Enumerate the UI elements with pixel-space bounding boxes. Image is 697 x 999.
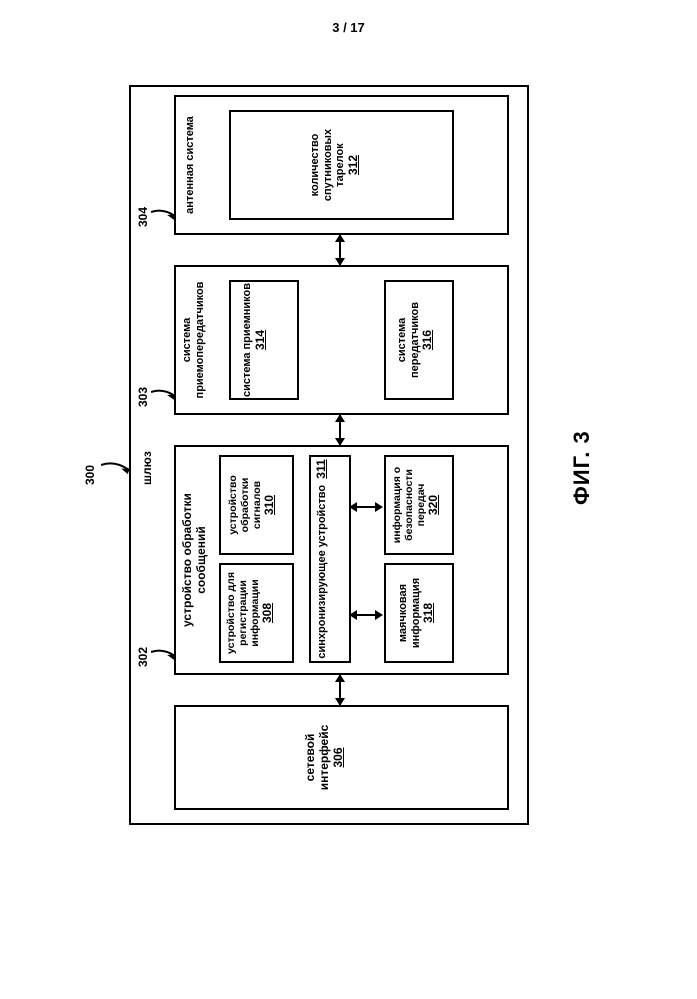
ref-signal-proc: 310: [262, 495, 276, 515]
arrow-net-msg: [339, 675, 341, 705]
label-sync: синхронизирующее устройство 311: [315, 458, 329, 660]
ref-registration: 308: [260, 603, 274, 623]
text-registration: устройство для регистрации информации: [225, 572, 261, 654]
leader-300: [101, 445, 129, 475]
ref-transceiver: 303: [137, 387, 151, 407]
box-transceiver: [174, 265, 509, 415]
label-transceiver: система приемопередатчиков: [181, 270, 206, 410]
ref-network-interface: 306: [330, 747, 344, 767]
label-security: информация о безопасности передач 320: [391, 458, 441, 552]
page-number: 3 / 17: [20, 20, 677, 35]
label-transmitter: система передатчиков 316: [396, 283, 435, 397]
text-receiver: система приемников: [241, 283, 253, 397]
ref-message-processor: 302: [137, 647, 151, 667]
ref-antenna: 304: [137, 207, 151, 227]
label-message-processor: устройство обработки сообщений: [181, 490, 209, 630]
label-gateway: шлюз: [141, 451, 155, 485]
text-transmitter: система передатчиков: [396, 302, 421, 378]
ref-dishes: 312: [345, 155, 359, 175]
label-signal-proc: устройство обработки сигналов 310: [227, 458, 277, 552]
arrow-sync-beacon-up: [349, 610, 357, 620]
rotated-diagram: 300 шлюз сетевой интерфейс 306 устройств…: [29, 65, 669, 885]
ref-receiver: 314: [252, 330, 266, 350]
text-security: информация о безопасности передач: [391, 467, 427, 543]
leader-302: [151, 642, 180, 660]
label-receiver: система приемников 314: [241, 283, 267, 397]
ref-sync: 311: [314, 459, 328, 478]
text-beacon: маячковая информация: [397, 578, 422, 648]
text-dishes: количество спутниковых тарелок: [309, 129, 346, 201]
text-signal-proc: устройство обработки сигналов: [227, 475, 263, 535]
label-dishes: количество спутниковых тарелок 312: [309, 113, 361, 217]
leader-304: [151, 202, 180, 220]
arrow-trx-ant: [339, 235, 341, 265]
arrow-sync-beacon-down: [375, 610, 383, 620]
arrow-sync-sec-up: [349, 502, 357, 512]
text-network-interface: сетевой интерфейс: [303, 725, 331, 791]
arrow-sync-sec-down: [375, 502, 383, 512]
label-registration: устройство для регистрации информации 30…: [225, 566, 275, 660]
ref-beacon: 318: [421, 603, 435, 623]
label-beacon: маячковая информация 318: [397, 566, 436, 660]
text-sync: синхронизирующее устройство: [316, 485, 328, 659]
ref-gateway: 300: [84, 465, 98, 485]
label-antenna: антенная система: [184, 100, 197, 230]
leader-303: [151, 382, 180, 400]
label-network-interface: сетевой интерфейс 306: [304, 720, 345, 795]
ref-transmitter: 316: [420, 330, 434, 350]
figure-caption: ФИГ. 3: [569, 430, 595, 505]
ref-security: 320: [426, 495, 440, 515]
arrow-msg-trx: [339, 415, 341, 445]
diagram-wrapper: 300 шлюз сетевой интерфейс 306 устройств…: [29, 65, 669, 885]
